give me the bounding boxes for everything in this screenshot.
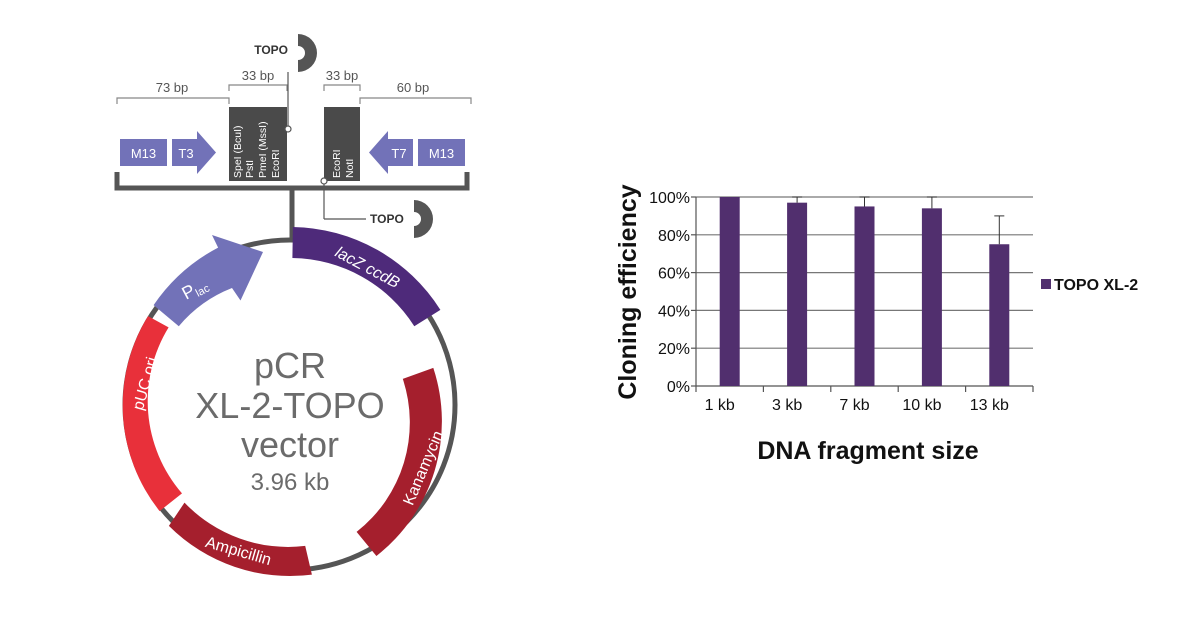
y-tick-label: 40% — [658, 303, 690, 320]
x-tick-label: 3 kb — [772, 397, 802, 414]
label-73bp: 73 bp — [156, 80, 189, 95]
x-tick-label: 10 kb — [902, 397, 941, 414]
site-spei: SpeI (BcuI) — [232, 125, 244, 178]
dim-33bp-left — [228, 84, 288, 91]
legend-label: TOPO XL-2 — [1054, 277, 1138, 294]
m13-right-box — [418, 139, 465, 166]
t3-arrow — [172, 131, 216, 174]
vector-name-line3: vector — [241, 424, 339, 465]
y-tick-label: 20% — [658, 341, 690, 358]
label-60bp: 60 bp — [397, 80, 430, 95]
y-tick-label: 0% — [667, 379, 690, 396]
site-psti: PstI — [244, 160, 256, 178]
t3-label: T3 — [178, 146, 193, 161]
mcs-region: 73 bp 33 bp 33 bp 60 bp M13 T3 T7 M13 Sp… — [114, 34, 472, 238]
label-33bp-right: 33 bp — [326, 68, 359, 83]
x-tick-label: 1 kb — [705, 397, 735, 414]
chart-bars — [719, 197, 1010, 386]
x-tick-label: 13 kb — [970, 397, 1009, 414]
m13-left-box — [120, 139, 167, 166]
sites-left-box — [229, 107, 287, 181]
site-ecori-right: EcoRI — [331, 149, 343, 178]
chart-error-bars — [792, 196, 1005, 245]
sites-right-box — [324, 107, 360, 181]
chart-x-axis-title: DNA fragment size — [757, 437, 978, 465]
mcs-bracket — [114, 172, 470, 191]
m13-left-label: M13 — [131, 146, 156, 161]
topo-top-icon — [298, 34, 317, 72]
cloning-efficiency-chart: 0% 20% 40% 60% 80% 100% 1 kb 3 kb 7 kb 10 kb 13 k… — [614, 184, 1138, 465]
label-33bp-left: 33 bp — [242, 68, 275, 83]
topo-top-label: TOPO — [254, 43, 288, 57]
topo-bottom-icon — [414, 200, 433, 238]
bar — [719, 197, 740, 386]
kanamycin-marker — [356, 367, 442, 556]
chart-y-axis-title: Cloning efficiency — [614, 184, 642, 399]
chart-x-tick-labels: 1 kb 3 kb 7 kb 10 kb 13 kb — [705, 397, 1009, 414]
lacz-ccdb-segment — [292, 227, 441, 327]
topo-bottom-label: TOPO — [370, 212, 404, 226]
bar — [989, 244, 1010, 386]
topo-top-junction — [284, 125, 292, 133]
t7-arrow — [369, 131, 413, 174]
dim-33bp-right — [323, 84, 361, 91]
site-noti: NotI — [344, 159, 356, 178]
bar — [921, 208, 942, 386]
m13-right-label: M13 — [429, 146, 454, 161]
y-tick-label: 80% — [658, 228, 690, 245]
dim-73bp — [116, 97, 230, 104]
x-tick-label: 7 kb — [839, 397, 869, 414]
site-pmei: PmeI (MssI) — [257, 121, 269, 178]
t7-label: T7 — [391, 146, 406, 161]
puc-ori-segment — [122, 316, 182, 512]
vector-name-line2: XL-2-TOPO — [195, 385, 384, 426]
y-tick-label: 100% — [649, 190, 690, 207]
ampicillin-marker — [168, 502, 312, 577]
plac-arrow — [153, 235, 263, 327]
chart-y-tick-labels: 0% 20% 40% 60% 80% 100% — [649, 190, 690, 396]
dim-60bp — [359, 97, 472, 104]
sites-right-labels: EcoRI NotI — [331, 149, 356, 178]
bar — [787, 202, 808, 386]
bar — [854, 206, 875, 386]
y-tick-label: 60% — [658, 266, 690, 283]
vector-name-line1: pCR — [254, 345, 326, 386]
site-ecori-left: EcoRI — [270, 149, 282, 178]
vector-size: 3.96 kb — [251, 469, 330, 496]
plasmid-map: pCR XL-2-TOPO vector 3.96 kb Plac lacZ c… — [122, 190, 458, 577]
topo-bottom-junction — [320, 177, 328, 185]
sites-left-labels: SpeI (BcuI) PstI PmeI (MssI) EcoRI — [232, 121, 282, 178]
legend-swatch — [1041, 279, 1051, 289]
